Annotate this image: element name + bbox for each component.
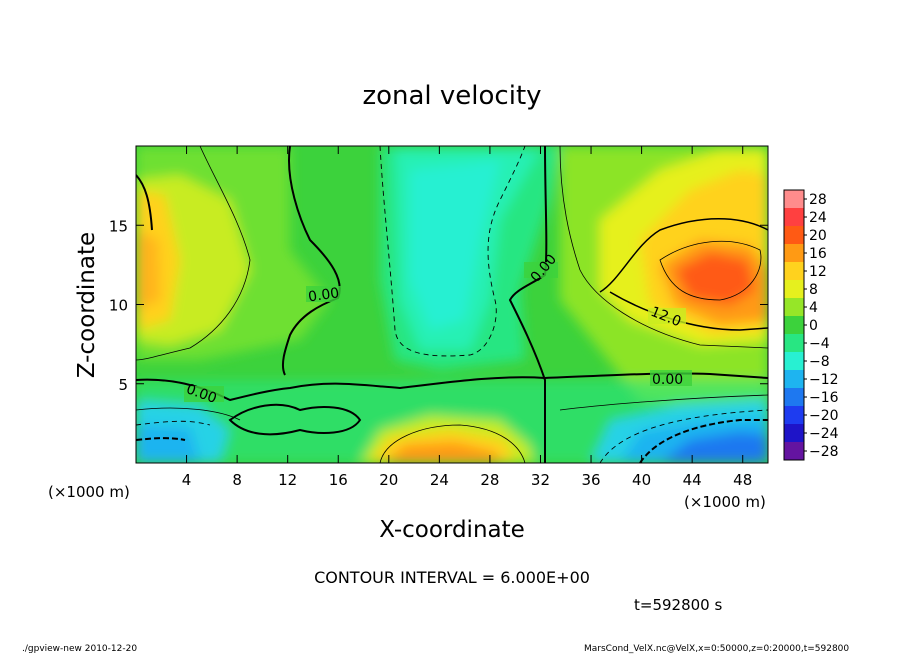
colorbar-label: 4 xyxy=(809,300,818,316)
colorbar-cell xyxy=(784,352,804,370)
colorbar-cell xyxy=(784,226,804,244)
x-tick-label: 8 xyxy=(232,471,242,489)
colorbar-label: −16 xyxy=(809,390,839,406)
x-tick-label: 36 xyxy=(581,471,600,489)
footer-left: ./gpview-new 2010-12-20 xyxy=(22,644,137,654)
colorbar-cell xyxy=(784,262,804,280)
x-tick-label: 4 xyxy=(182,471,192,489)
colorbar-cell xyxy=(784,388,804,406)
colorbar-cell xyxy=(784,334,804,352)
colorbar-label: 8 xyxy=(809,282,818,298)
x-tick-label: 28 xyxy=(480,471,499,489)
x-tick-label: 32 xyxy=(531,471,550,489)
colorbar-cell xyxy=(784,190,804,208)
colorbar-label: 0 xyxy=(809,318,818,334)
colorbar-label: −8 xyxy=(809,354,830,370)
contour-interval-text: CONTOUR INTERVAL = 6.000E+00 xyxy=(314,568,590,587)
colorbar-label: 12 xyxy=(809,264,827,280)
time-label: t=592800 s xyxy=(634,596,722,614)
x-tick-label: 24 xyxy=(430,471,449,489)
x-unit-label-right: (×1000 m) xyxy=(684,493,766,511)
colorbar-label: −20 xyxy=(809,408,839,424)
y-tick-label: 10 xyxy=(109,297,128,315)
x-axis-ticks: 4 8 12 16 20 24 28 32 36 40 44 48 xyxy=(182,146,752,489)
colorbar-cell xyxy=(784,442,804,460)
colorbar-label: −4 xyxy=(809,336,830,352)
x-tick-label: 12 xyxy=(278,471,297,489)
x-axis-title: X-coordinate xyxy=(379,517,525,543)
x-tick-label: 16 xyxy=(329,471,348,489)
colorbar-cell xyxy=(784,424,804,442)
chart-title: zonal velocity xyxy=(362,81,541,111)
heatmap-field: 0.00 0.00 0.00 0.00 12.0 xyxy=(136,146,768,463)
contour-label: 0.00 xyxy=(652,372,683,388)
y-axis-title: Z-coordinate xyxy=(74,232,100,378)
colorbar-label: −24 xyxy=(809,426,839,442)
colorbar-cell xyxy=(784,370,804,388)
colorbar-cell xyxy=(784,298,804,316)
colorbar-cell xyxy=(784,280,804,298)
colorbar-cell xyxy=(784,244,804,262)
x-tick-label: 44 xyxy=(683,471,702,489)
colorbar-cell xyxy=(784,406,804,424)
footer-right: MarsCond_VelX.nc@VelX,x=0:50000,z=0:2000… xyxy=(584,644,849,654)
colorbar-label: −12 xyxy=(809,372,839,388)
colorbar-label: 16 xyxy=(809,246,827,262)
colorbar-label: 24 xyxy=(809,210,827,226)
colorbar-label: 20 xyxy=(809,228,827,244)
y-tick-label: 15 xyxy=(109,217,128,235)
x-tick-label: 40 xyxy=(632,471,651,489)
colorbar-cell xyxy=(784,316,804,334)
colorbar-label: −28 xyxy=(809,444,839,460)
colorbar-cell xyxy=(784,208,804,226)
contour-label: 0.00 xyxy=(307,285,340,305)
y-tick-label: 5 xyxy=(118,376,128,394)
y-axis-ticks: 5 10 15 xyxy=(109,217,768,394)
x-tick-label: 20 xyxy=(379,471,398,489)
x-tick-label: 48 xyxy=(733,471,752,489)
x-unit-label-left: (×1000 m) xyxy=(48,483,130,501)
colorbar: 28 24 20 16 12 8 4 0 −4 −8 −12 −16 −20 −24 −28 xyxy=(783,189,839,461)
colorbar-label: 28 xyxy=(809,192,827,208)
